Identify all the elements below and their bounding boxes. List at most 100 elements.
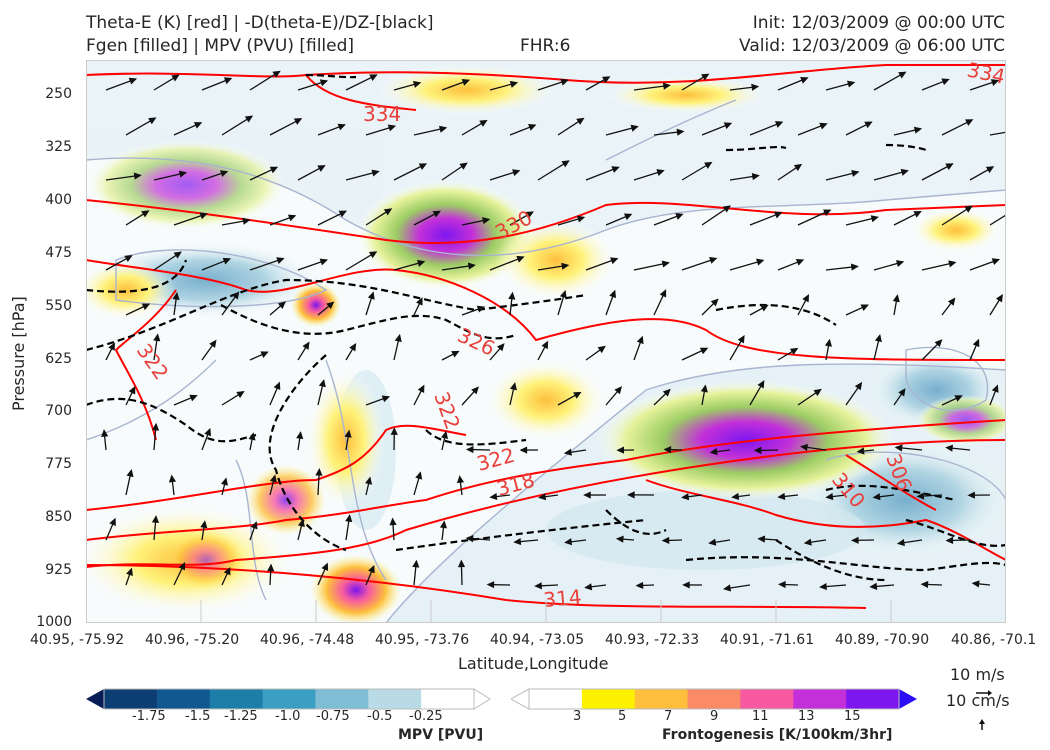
wind-vector-head <box>850 263 859 271</box>
wind-vector-head <box>390 427 398 435</box>
y-tick: 400 <box>45 192 72 208</box>
wind-vector-head <box>662 82 671 90</box>
wind-vector-head <box>269 474 277 483</box>
wind-vector-head <box>757 380 765 389</box>
wind-vector-head <box>813 388 822 397</box>
wind-vector-head <box>803 538 812 546</box>
wind-vector-head <box>701 73 710 81</box>
wind-vector-head <box>823 209 832 217</box>
wind-vector-head <box>774 121 784 128</box>
wind-vector-head <box>389 517 397 526</box>
wind-vector-head <box>516 255 525 263</box>
wind-vector-head <box>995 294 1003 303</box>
wind-vector-head <box>795 258 805 266</box>
wind-vector-head <box>387 124 397 132</box>
wind-vector-head <box>337 123 346 131</box>
wind-vector-head <box>860 304 869 311</box>
wind-vector-head <box>368 564 375 574</box>
fgen-colorbar-label: Frontogenesis [K/100km/3hr] <box>662 727 893 743</box>
wind-vector-head <box>965 119 974 126</box>
colorbar-cell <box>634 689 689 709</box>
wind-vector-head <box>896 539 905 547</box>
wind-vector-head <box>722 205 732 213</box>
title-left-line2: Fgen [filled] | MPV (PVU) [filled] <box>86 36 355 56</box>
x-axis-label: Latitude,Longitude <box>458 654 609 673</box>
wind-vector-head <box>709 257 718 264</box>
wind-vector-head <box>597 345 606 354</box>
wind-vector-head <box>561 160 570 168</box>
wind-vector-head <box>920 580 929 589</box>
wind-vector-head <box>584 583 593 591</box>
wind-vector-head <box>141 303 151 311</box>
wind-vector-head <box>700 384 708 393</box>
wind-vector-head <box>417 259 426 267</box>
wind-vector-head <box>153 333 161 342</box>
wind-vector-head <box>819 582 827 591</box>
wind-vector-head <box>576 117 585 125</box>
wind-vector-head <box>486 581 495 589</box>
wind-vector-head <box>221 477 228 486</box>
wind-vector-head <box>802 294 810 303</box>
wind-vector-head <box>133 172 142 180</box>
cross-section-plot: 334 334 330 326 322 322 318 314 310 306 … <box>86 60 1006 623</box>
wind-vector-head <box>573 391 582 399</box>
wind-vector-head <box>509 382 517 391</box>
wind-vector-head <box>412 80 422 88</box>
vector-key-arrows <box>976 690 992 730</box>
wind-vector-head <box>800 77 809 84</box>
colorbar-cell <box>687 689 741 709</box>
fgen-tick: 5 <box>618 709 627 724</box>
x-tick: 40.95, -73.76 <box>375 632 470 648</box>
wind-vector-head <box>124 255 133 262</box>
wind-vector-head <box>260 351 269 358</box>
wind-vector-head <box>349 342 357 352</box>
wind-vector-head <box>365 476 373 485</box>
wind-vector-head <box>465 446 474 454</box>
wind-vector-head <box>368 251 378 259</box>
wind-vector-head <box>459 162 468 170</box>
colorbar-cell <box>156 689 211 709</box>
wind-vector-head <box>945 536 954 544</box>
wind-vector-head <box>675 213 684 220</box>
wind-vector-head <box>223 566 231 576</box>
forecast-hour: FHR:6 <box>520 36 571 56</box>
title-left-line1: Theta-E (K) [red] | -D(theta-E)/DZ-[blac… <box>86 13 434 33</box>
wind-vector-head <box>200 520 208 529</box>
wind-vector-head <box>439 125 448 133</box>
wind-vector-head <box>512 169 521 177</box>
wind-vector-head <box>659 289 667 298</box>
wind-vector-head <box>731 492 740 501</box>
wind-vector-head <box>793 163 803 172</box>
contour-label: 314 <box>542 585 582 612</box>
wind-vector-head <box>948 260 957 268</box>
wind-vector-head <box>913 126 923 134</box>
wind-vector-head <box>663 446 672 454</box>
wind-vector-head <box>141 210 150 218</box>
wind-vector-head <box>296 431 304 440</box>
wind-vector-head <box>990 79 1000 86</box>
y-axis-label: Pressure [hPa] <box>9 296 28 411</box>
vector-key-horizontal-arrowhead <box>988 690 992 696</box>
wind-vector-head <box>534 582 542 590</box>
wind-vector-head <box>847 80 856 88</box>
wind-vector-head <box>991 384 999 393</box>
colorbar-cell <box>315 689 369 709</box>
wind-vector <box>989 214 1006 226</box>
wind-vector-head <box>971 580 980 588</box>
wind-vector-head <box>479 119 488 127</box>
wind-vector-head <box>109 517 116 527</box>
fgen-colorbar-cells <box>529 689 900 709</box>
wind-vector-head <box>892 294 900 303</box>
wind-vector-head <box>248 432 256 441</box>
mpv-colorbar-arrow-right <box>473 688 491 710</box>
wind-vector-head <box>338 210 348 218</box>
wind-vector-head <box>432 210 441 218</box>
wind-vector-head <box>204 427 212 437</box>
wind-vector-head <box>681 493 690 501</box>
x-tick: 40.86, -70.1 <box>951 632 1037 648</box>
y-tick: 850 <box>45 509 72 525</box>
x-tick: 40.94, -73.05 <box>490 632 585 648</box>
wind-vector-head <box>315 468 323 476</box>
colorbar-cell <box>846 689 900 709</box>
wind-vector-head <box>465 535 474 543</box>
